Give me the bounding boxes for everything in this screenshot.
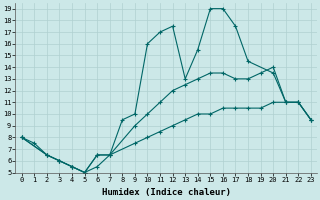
X-axis label: Humidex (Indice chaleur): Humidex (Indice chaleur): [102, 188, 231, 197]
